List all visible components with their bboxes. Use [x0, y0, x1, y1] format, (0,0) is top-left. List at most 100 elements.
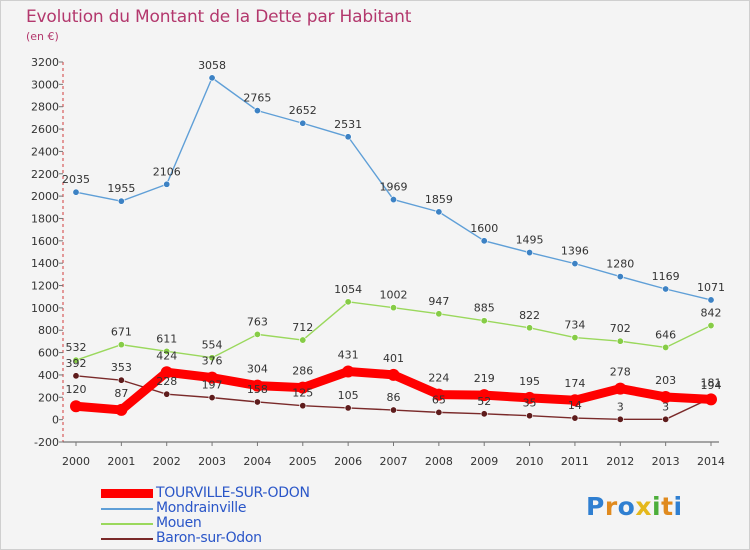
data-point-mondrainville — [571, 260, 579, 268]
data-point-tourville-sur-odon — [478, 389, 491, 402]
y-tick-label: 2000 — [31, 190, 59, 203]
y-tick-label: 400 — [38, 369, 59, 382]
data-point-baron-sur-odon — [571, 414, 579, 422]
data-point-mouen — [389, 304, 397, 312]
data-point-mondrainville — [208, 74, 216, 82]
data-point-mouen — [435, 310, 443, 318]
data-point-mouen — [299, 336, 307, 344]
data-point-mondrainville — [299, 119, 307, 127]
data-label-mondrainville: 1955 — [107, 182, 135, 195]
data-label-mouen: 763 — [247, 315, 268, 328]
data-label-tourville-sur-odon: 286 — [292, 365, 313, 378]
data-label-mondrainville: 1169 — [652, 270, 680, 283]
y-tick-label: 2600 — [31, 123, 59, 136]
x-tick-label: 2013 — [652, 455, 680, 468]
data-point-baron-sur-odon — [72, 372, 80, 380]
chart-title: Evolution du Montant de la Dette par Hab… — [26, 7, 412, 27]
data-point-mouen — [480, 317, 488, 325]
data-label-mouen: 822 — [519, 309, 540, 322]
data-point-tourville-sur-odon — [659, 390, 672, 403]
data-label-tourville-sur-odon: 401 — [383, 352, 404, 365]
data-label-tourville-sur-odon: 424 — [156, 349, 177, 362]
data-point-mouen — [662, 343, 670, 351]
y-tick-label: 1800 — [31, 212, 59, 225]
brand-letter: o — [617, 492, 636, 521]
data-point-baron-sur-odon — [616, 415, 624, 423]
data-label-tourville-sur-odon: 195 — [519, 375, 540, 388]
y-tick-label: 200 — [38, 391, 59, 404]
data-point-tourville-sur-odon — [432, 388, 445, 401]
data-label-baron-sur-odon: 228 — [156, 375, 177, 388]
brand-letter: t — [661, 492, 674, 521]
data-label-mondrainville: 3058 — [198, 59, 226, 72]
legend-swatch — [101, 489, 153, 498]
data-point-tourville-sur-odon — [614, 382, 627, 395]
data-point-tourville-sur-odon — [160, 366, 173, 379]
data-point-mouen — [253, 330, 261, 338]
data-point-tourville-sur-odon — [523, 391, 536, 404]
y-tick-label: 2200 — [31, 168, 59, 181]
data-label-baron-sur-odon: 35 — [523, 397, 537, 410]
data-point-mondrainville — [435, 208, 443, 216]
data-point-mouen — [72, 356, 80, 364]
data-label-mondrainville: 1600 — [470, 222, 498, 235]
x-tick-label: 2008 — [425, 455, 453, 468]
data-label-baron-sur-odon: 158 — [247, 383, 268, 396]
data-point-mondrainville — [526, 249, 534, 257]
data-label-tourville-sur-odon: 224 — [428, 372, 449, 385]
data-point-mouen — [117, 341, 125, 349]
data-point-tourville-sur-odon — [568, 394, 581, 407]
data-point-baron-sur-odon — [480, 410, 488, 418]
data-label-baron-sur-odon: 197 — [202, 379, 223, 392]
y-tick-label: 1600 — [31, 235, 59, 248]
data-label-mondrainville: 1071 — [697, 281, 725, 294]
data-point-mondrainville — [616, 273, 624, 281]
x-tick-label: 2004 — [243, 455, 271, 468]
data-label-mouen: 702 — [610, 322, 631, 335]
data-label-baron-sur-odon: 52 — [477, 395, 491, 408]
data-label-mouen: 842 — [701, 307, 722, 320]
data-label-mouen: 646 — [655, 328, 676, 341]
data-label-baron-sur-odon: 392 — [66, 357, 87, 370]
data-label-mondrainville: 2106 — [153, 165, 181, 178]
x-tick-label: 2012 — [606, 455, 634, 468]
data-point-mondrainville — [389, 196, 397, 204]
data-point-tourville-sur-odon — [70, 400, 82, 413]
data-point-mondrainville — [480, 237, 488, 245]
data-label-tourville-sur-odon: 120 — [66, 383, 87, 396]
data-label-baron-sur-odon: 3 — [662, 400, 669, 413]
data-label-baron-sur-odon: 86 — [387, 391, 401, 404]
brand-logo: Proxiti — [586, 492, 683, 521]
data-label-mondrainville: 1859 — [425, 193, 453, 206]
data-label-mouen: 1054 — [334, 283, 362, 296]
data-label-mouen: 1002 — [380, 289, 408, 302]
chart-subtitle: (en €) — [26, 30, 59, 43]
x-tick-label: 2009 — [470, 455, 498, 468]
data-point-baron-sur-odon — [253, 398, 261, 406]
data-point-tourville-sur-odon — [115, 403, 128, 416]
legend-label: Mondrainville — [156, 500, 247, 516]
data-label-mondrainville: 1280 — [606, 258, 634, 271]
data-point-mouen — [344, 298, 352, 306]
data-point-mondrainville — [117, 197, 125, 205]
data-label-baron-sur-odon: 105 — [338, 389, 359, 402]
brand-letter: P — [586, 492, 605, 521]
legend-label: TOURVILLE-SUR-ODON — [156, 485, 310, 501]
x-tick-label: 2001 — [107, 455, 135, 468]
x-tick-label: 2003 — [198, 455, 226, 468]
data-point-tourville-sur-odon — [296, 381, 309, 394]
data-point-mouen — [163, 347, 171, 355]
data-point-mondrainville — [253, 107, 261, 115]
data-label-mondrainville: 2531 — [334, 118, 362, 131]
legend-swatch — [101, 523, 153, 525]
data-label-baron-sur-odon: 3 — [617, 400, 624, 413]
legend-swatch — [101, 538, 153, 540]
brand-letter: i — [652, 492, 662, 521]
y-tick-label: 2400 — [31, 145, 59, 158]
x-tick-label: 2007 — [380, 455, 408, 468]
data-label-tourville-sur-odon: 87 — [114, 387, 128, 400]
data-label-tourville-sur-odon: 203 — [655, 374, 676, 387]
data-point-tourville-sur-odon — [342, 365, 355, 378]
data-point-mouen — [208, 354, 216, 362]
